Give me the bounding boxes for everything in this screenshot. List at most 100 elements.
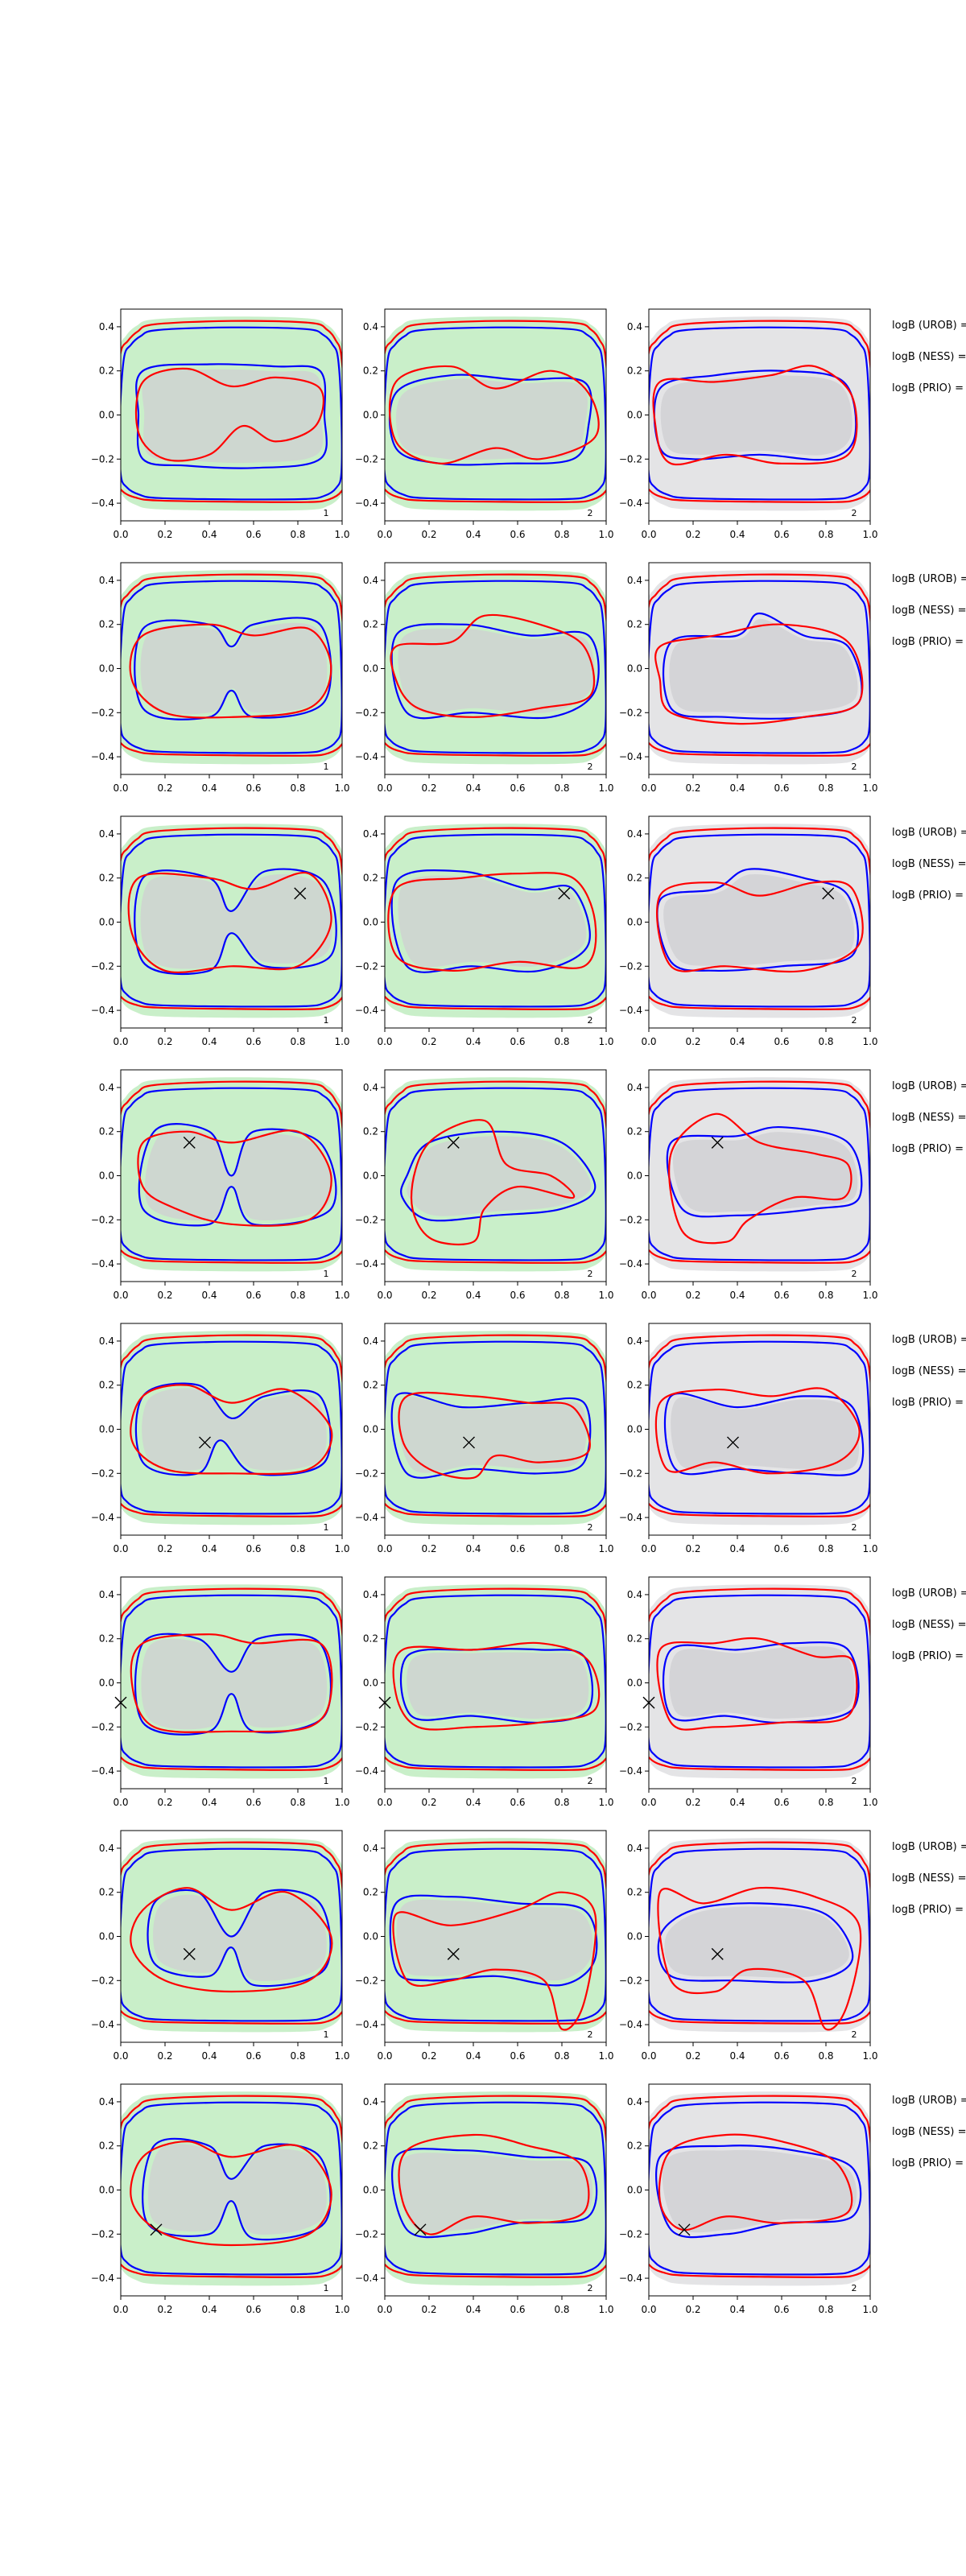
- contour-red-outer: [385, 1841, 606, 2025]
- density-fill-inner: [398, 875, 587, 968]
- y-tick-label: 0.2: [363, 2140, 378, 2152]
- row-5-labels: logB (UROB) = logB (NESS) = logB (PRIO) =: [892, 1334, 966, 1409]
- x-tick-label: 0.0: [377, 1543, 392, 1554]
- contour-blue-outer: [649, 2101, 870, 2276]
- x-tick-label: 0.6: [774, 1290, 789, 1301]
- x-tick-label: 1.0: [334, 1543, 349, 1554]
- y-tick-label: 0.2: [627, 1126, 642, 1137]
- contour-blue-outer: [121, 833, 342, 1008]
- x-tick-label: 0.0: [113, 1543, 128, 1554]
- y-tick-label: 0.4: [627, 828, 642, 840]
- x-tick-label: 1.0: [862, 782, 877, 794]
- y-tick-label: −0.2: [619, 707, 642, 718]
- y-tick-label: −0.2: [355, 707, 378, 718]
- contour-red-outer: [649, 1334, 870, 1517]
- y-tick-label: −0.2: [91, 2228, 114, 2240]
- density-fill-inner: [141, 1638, 328, 1730]
- y-tick-label: −0.2: [355, 960, 378, 972]
- y-tick-label: 0.0: [627, 1424, 642, 1435]
- marker-x: [150, 2223, 163, 2236]
- panel-index-label: 2: [588, 1015, 593, 1026]
- y-tick-label: 0.2: [627, 1380, 642, 1391]
- density-fill-inner: [398, 628, 595, 714]
- x-tick-label: 0.0: [641, 1797, 656, 1808]
- y-tick-label: 0.4: [99, 1843, 114, 1854]
- y-tick-label: 0.2: [99, 1887, 114, 1898]
- x-tick-label: 0.2: [421, 1036, 436, 1047]
- contour-red-outer: [649, 573, 870, 757]
- x-tick-label: 0.6: [774, 1797, 789, 1808]
- y-tick-label: −0.2: [355, 1721, 378, 1732]
- x-tick-label: 0.2: [157, 2050, 172, 2062]
- y-tick-label: 0.4: [627, 1082, 642, 1093]
- density-fill-inner: [660, 374, 852, 456]
- x-tick-label: 0.8: [818, 529, 833, 540]
- contour-red-inner: [654, 1387, 861, 1475]
- panel-r6-c3: 0.0 0.2 0.4 0.6 0.8 1.0 0.4 0.2 0.0 −0.2 −0.4 2: [619, 1576, 878, 1808]
- density-fill-inner: [662, 2149, 857, 2233]
- contour-red-outer: [649, 1587, 870, 1771]
- x-tick-label: 1.0: [598, 2304, 613, 2315]
- x-tick-label: 0.4: [201, 1290, 217, 1301]
- x-tick-label: 0.8: [290, 1290, 305, 1301]
- marker-x: [558, 887, 571, 900]
- panel-index-label: 2: [852, 1522, 857, 1533]
- y-tick-label: 0.2: [627, 1887, 642, 1898]
- x-tick-label: 0.6: [510, 2304, 525, 2315]
- x-tick-label: 0.8: [290, 1543, 305, 1554]
- x-tick-label: 0.0: [641, 1036, 656, 1047]
- panel-r5-c2: 0.0 0.2 0.4 0.6 0.8 1.0 0.4 0.2 0.0 −0.2 −0.4 2: [355, 1323, 614, 1554]
- x-tick-label: 1.0: [334, 782, 349, 794]
- logb-label: logB (UROB) =: [892, 320, 966, 332]
- density-fill-inner: [669, 1646, 855, 1719]
- y-tick-label: −0.4: [355, 2273, 378, 2284]
- x-tick-label: 0.8: [818, 1797, 833, 1808]
- x-tick-label: 0.8: [818, 1290, 833, 1301]
- logb-label: logB (UROB) =: [892, 1841, 966, 1853]
- y-tick-label: 0.0: [627, 917, 642, 928]
- y-tick-label: 0.0: [99, 1931, 114, 1942]
- x-tick-label: 0.2: [157, 782, 172, 794]
- contour-blue-inner: [399, 1648, 594, 1724]
- y-tick-label: 0.0: [99, 1678, 114, 1689]
- contour-blue-outer: [649, 326, 870, 501]
- contour-blue-outer: [121, 580, 342, 754]
- x-tick-label: 0.6: [510, 529, 525, 540]
- density-fill-outer: [121, 1077, 342, 1272]
- x-tick-label: 0.2: [685, 2304, 700, 2315]
- y-tick-label: −0.4: [619, 1258, 642, 1269]
- x-tick-label: 0.4: [201, 2304, 217, 2315]
- density-fill-inner: [671, 1397, 860, 1472]
- contour-red-outer: [649, 1080, 870, 1264]
- contour-blue-outer: [649, 1847, 870, 2022]
- x-tick-label: 0.4: [465, 1797, 481, 1808]
- x-tick-label: 0.0: [113, 529, 128, 540]
- y-tick-label: −0.2: [355, 1214, 378, 1225]
- row-1-labels: logB (UROB) = logB (NESS) = logB (PRIO) =: [892, 320, 966, 394]
- x-tick-label: 0.6: [246, 2050, 261, 2062]
- x-tick-label: 0.6: [246, 1797, 261, 1808]
- marker-x: [294, 887, 307, 900]
- contour-red-outer: [121, 573, 342, 757]
- contour-blue-outer: [385, 2101, 606, 2276]
- x-tick-label: 1.0: [334, 2304, 349, 2315]
- contour-blue-inner: [657, 1902, 854, 1984]
- x-tick-label: 0.0: [377, 1797, 392, 1808]
- contour-blue-inner: [400, 1130, 597, 1222]
- logb-label: logB (PRIO) =: [892, 890, 964, 902]
- x-tick-label: 1.0: [598, 1290, 613, 1301]
- contour-red-inner: [129, 623, 332, 719]
- x-tick-label: 0.2: [685, 1290, 700, 1301]
- panel-index-label: 1: [324, 1522, 329, 1533]
- x-tick-label: 0.2: [157, 529, 172, 540]
- y-tick-label: 0.4: [627, 321, 642, 332]
- y-tick-label: −0.2: [91, 707, 114, 718]
- y-tick-label: −0.2: [619, 1975, 642, 1986]
- x-tick-label: 0.2: [421, 2304, 436, 2315]
- y-tick-label: −0.4: [355, 751, 378, 762]
- contour-blue-outer: [649, 580, 870, 754]
- logb-label: logB (PRIO) =: [892, 1650, 964, 1662]
- x-tick-label: 0.2: [157, 1290, 172, 1301]
- x-tick-label: 0.4: [729, 1797, 745, 1808]
- y-tick-label: 0.0: [99, 917, 114, 928]
